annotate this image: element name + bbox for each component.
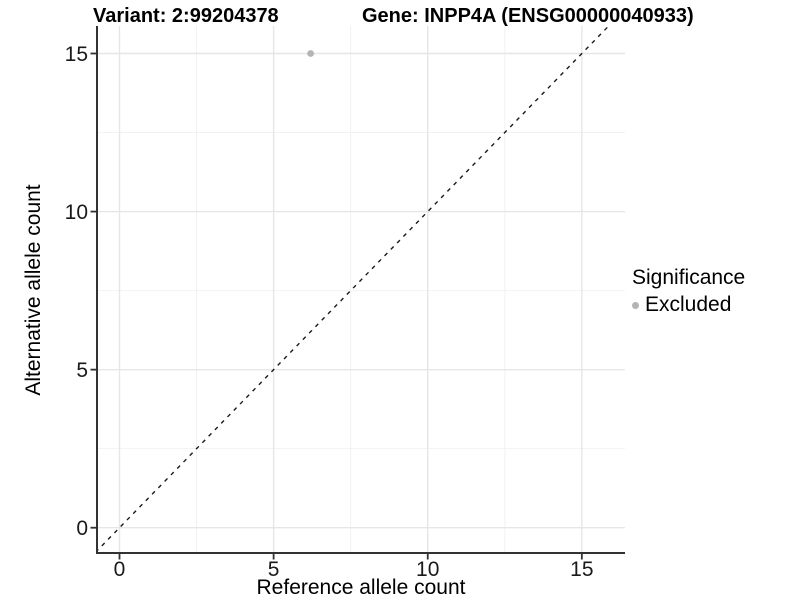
x-tick-label: 10 [416, 558, 439, 581]
gene-title: Gene: INPP4A (ENSG00000040933) [362, 5, 694, 27]
legend-item-label: Excluded [645, 293, 732, 316]
y-tick-label: 5 [76, 359, 88, 382]
x-axis-title: Reference allele count [256, 576, 466, 599]
x-tick-label: 15 [570, 558, 593, 581]
variant-title: Variant: 2:99204378 [93, 5, 279, 27]
x-tick-label: 0 [114, 558, 126, 581]
x-tick-label: 5 [268, 558, 280, 581]
y-axis-title: Alternative allele count [22, 184, 45, 396]
y-tick-label: 0 [76, 517, 88, 540]
legend: Significance Excluded [632, 266, 745, 317]
legend-item: Excluded [632, 293, 745, 317]
legend-title: Significance [632, 266, 746, 289]
y-tick-label: 10 [65, 201, 88, 224]
legend-key-dot-icon [632, 301, 639, 309]
data-point [307, 50, 315, 57]
identity-reference-line [97, 26, 610, 552]
y-tick-label: 15 [65, 43, 88, 66]
